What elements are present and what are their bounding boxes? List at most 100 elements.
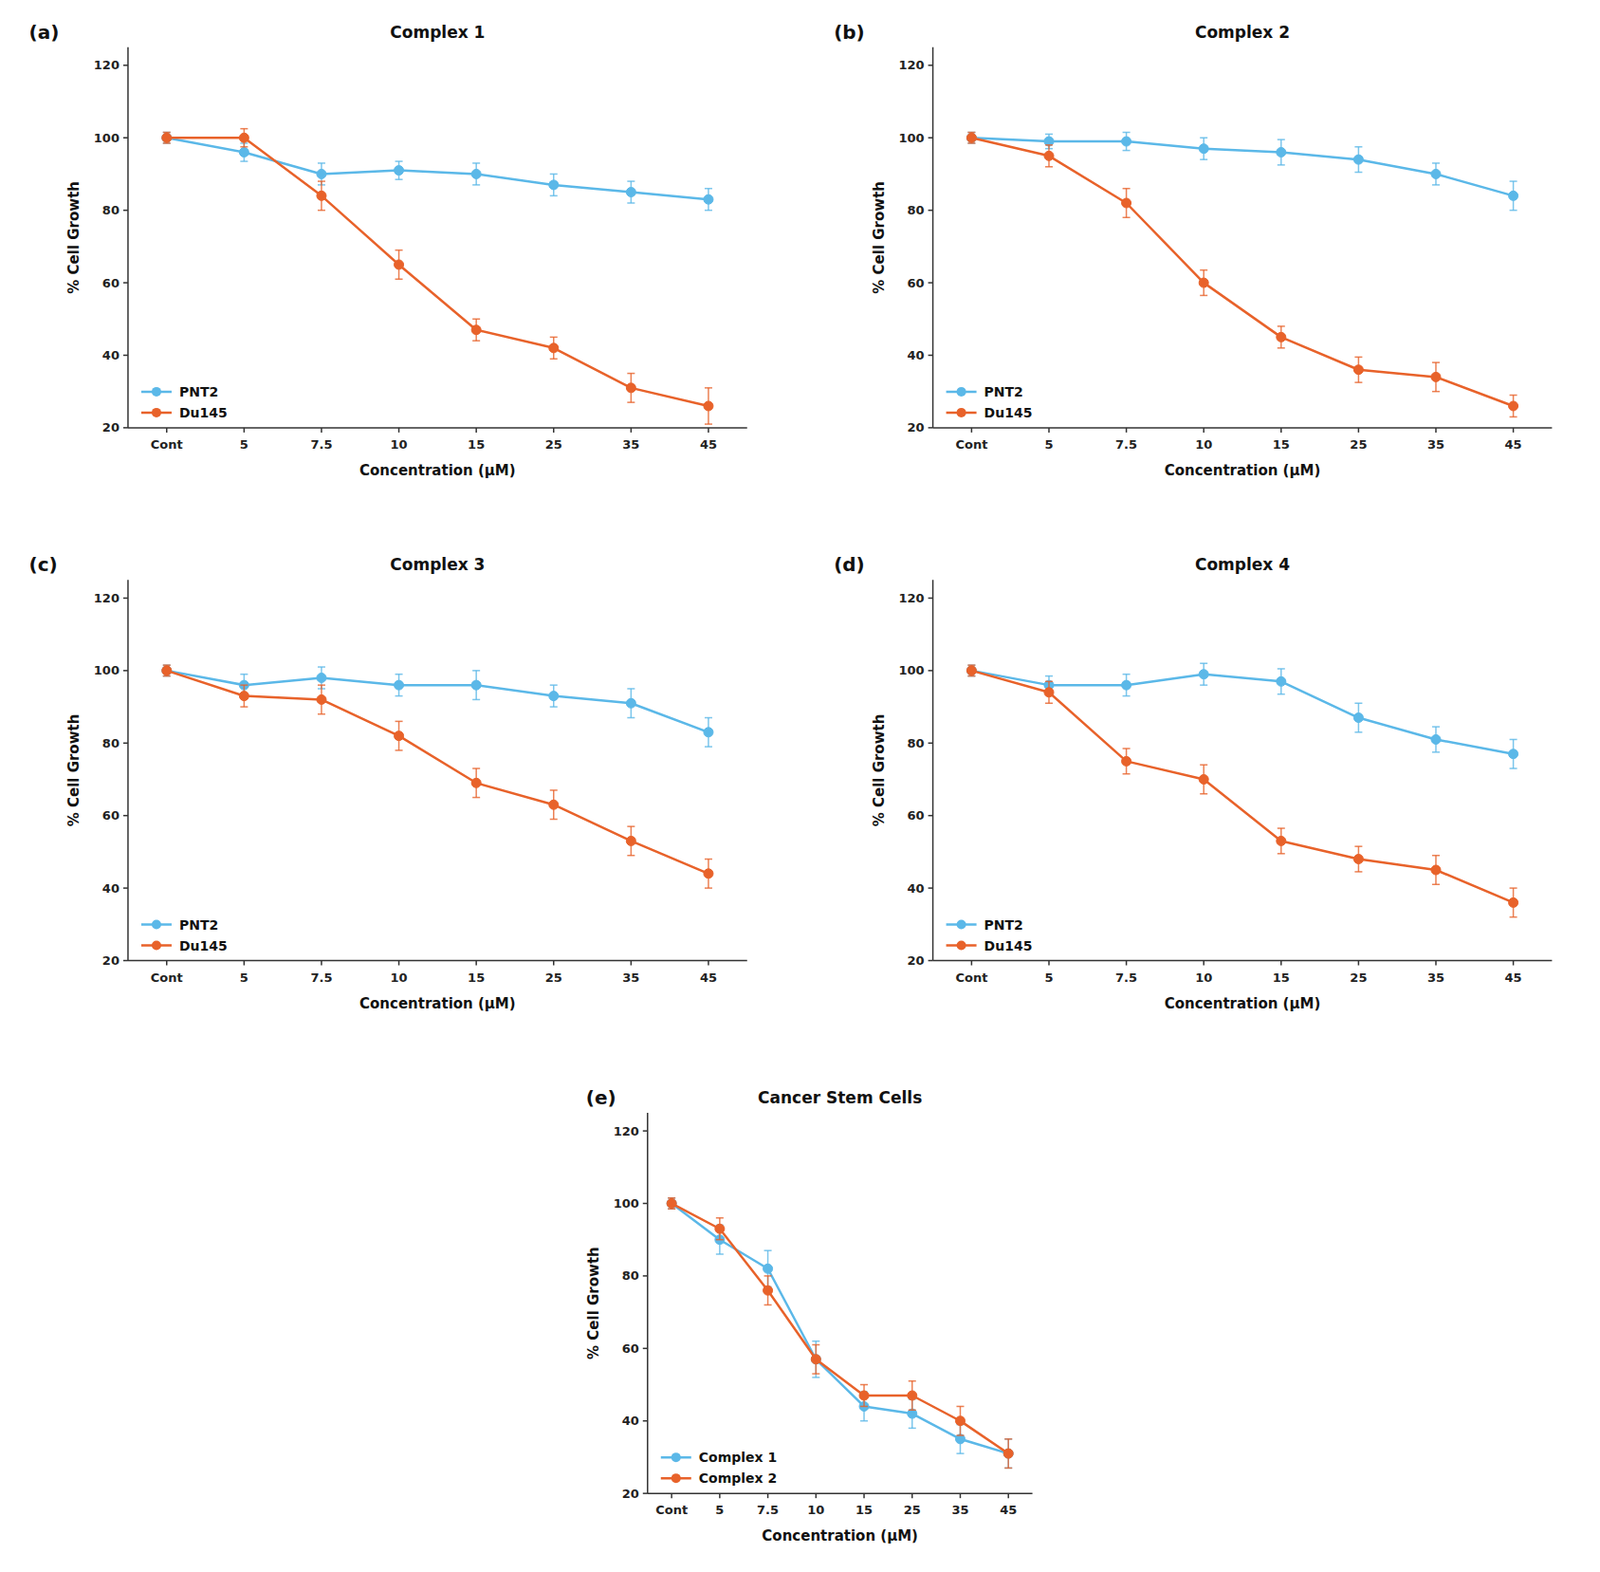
point — [1508, 190, 1519, 201]
point — [394, 259, 405, 270]
error-bar-cap — [1004, 1437, 1012, 1440]
series — [162, 128, 714, 424]
legend-marker — [671, 1452, 681, 1462]
error-bar-cap — [1199, 158, 1208, 161]
x-tick-label: 45 — [1505, 970, 1523, 985]
error-bar — [764, 1275, 773, 1306]
error-bar-cap — [1277, 827, 1286, 829]
x-tick-label: 25 — [903, 1502, 921, 1517]
point — [966, 132, 976, 143]
x-tick-label: 10 — [390, 437, 408, 452]
x-tick-label: 25 — [1349, 970, 1367, 985]
error-bar — [550, 684, 558, 707]
error-bar-cap — [1199, 792, 1208, 795]
error-bar — [1199, 764, 1208, 794]
error-bar-cap — [956, 1452, 964, 1454]
y-axis-line — [932, 47, 935, 428]
point — [810, 1354, 821, 1364]
error-bar-cap — [1354, 356, 1362, 359]
x-tick-label: 25 — [1349, 437, 1367, 452]
panel: 20406080100120Cont57.51015253545Concentr… — [585, 1085, 1033, 1545]
y-tick-label: 80 — [622, 1268, 640, 1283]
error-bar — [667, 1197, 676, 1209]
x-tick — [1202, 427, 1205, 433]
y-tick — [643, 1419, 648, 1422]
error-bar-cap — [1354, 731, 1362, 734]
y-tick-label: 80 — [102, 202, 120, 218]
error-bar — [550, 790, 558, 820]
point — [1431, 734, 1441, 744]
x-tick — [815, 1492, 818, 1498]
legend-label: Du145 — [984, 404, 1033, 421]
legend-marker — [671, 1472, 681, 1483]
error-bar-cap — [1509, 416, 1518, 419]
point — [239, 132, 249, 143]
error-bar — [472, 318, 480, 341]
x-tick-label: 7.5 — [310, 970, 332, 985]
error-bar — [1277, 139, 1286, 166]
x-axis-label: Concentration (μM) — [761, 1526, 919, 1545]
error-bar-cap — [1045, 165, 1053, 168]
error-bar-cap — [1432, 854, 1440, 857]
y-tick-label: 120 — [613, 1123, 640, 1139]
x-tick-label: 45 — [699, 970, 718, 985]
x-tick — [707, 427, 710, 433]
error-bar — [163, 664, 171, 676]
error-bar-cap — [1354, 146, 1362, 148]
x-tick-label: 5 — [1044, 437, 1053, 452]
error-bar-cap — [1199, 662, 1208, 664]
point — [471, 680, 481, 690]
point — [1353, 154, 1363, 165]
y-tick-label: 40 — [907, 348, 925, 363]
error-bar-cap — [1199, 269, 1208, 272]
error-bar-cap — [395, 695, 404, 698]
x-tick — [1280, 427, 1283, 433]
point — [1198, 773, 1209, 784]
y-tick — [123, 136, 129, 139]
point — [1121, 755, 1132, 766]
error-bar-cap — [472, 767, 480, 770]
x-axis-label: Concentration (μM) — [1164, 461, 1322, 479]
panel-label: (e) — [586, 1085, 617, 1109]
series-line — [166, 670, 709, 874]
panel: 20406080100120Cont57.51015253545Concentr… — [833, 20, 1552, 479]
point — [666, 1197, 677, 1208]
error-bar-cap — [1045, 701, 1053, 704]
error-bar-cap — [1509, 738, 1518, 741]
point — [763, 1285, 773, 1295]
y-tick-label: 80 — [907, 735, 925, 751]
y-axis-label: % Cell Growth — [585, 1246, 603, 1360]
error-bar-cap — [811, 1376, 820, 1379]
y-axis-line — [646, 1112, 649, 1493]
error-bar — [860, 1384, 868, 1407]
x-tick-label: 45 — [999, 1502, 1017, 1517]
error-bar-cap — [550, 336, 558, 339]
x-tick-label: 15 — [467, 437, 485, 452]
x-axis-label: Concentration (μM) — [359, 994, 516, 1012]
error-bar — [1277, 668, 1286, 695]
point — [471, 325, 481, 335]
y-tick-label: 20 — [622, 1486, 640, 1501]
x-tick-label: Cont — [150, 970, 184, 985]
x-tick — [1125, 427, 1128, 433]
panel-label: (d) — [833, 552, 865, 576]
panel-title: Complex 2 — [1195, 22, 1290, 42]
error-bar — [1509, 181, 1518, 211]
error-bar-cap — [317, 683, 326, 686]
figure: 20406080100120Cont57.51015253545Concentr… — [0, 0, 1600, 1572]
x-tick-label: 7.5 — [310, 437, 332, 452]
error-bar-cap — [1509, 209, 1518, 212]
error-bar-cap — [472, 669, 480, 672]
series — [966, 131, 1518, 210]
error-bar — [317, 163, 326, 185]
legend-marker — [151, 386, 162, 397]
error-bar-cap — [704, 858, 713, 861]
x-tick — [1048, 427, 1050, 433]
point — [471, 168, 481, 179]
legend: PNT2Du145 — [141, 917, 228, 954]
x-tick — [552, 960, 555, 966]
error-bar-cap — [550, 789, 558, 791]
error-bar — [1432, 855, 1440, 885]
legend-marker — [956, 386, 967, 397]
error-bar-cap — [239, 146, 248, 148]
